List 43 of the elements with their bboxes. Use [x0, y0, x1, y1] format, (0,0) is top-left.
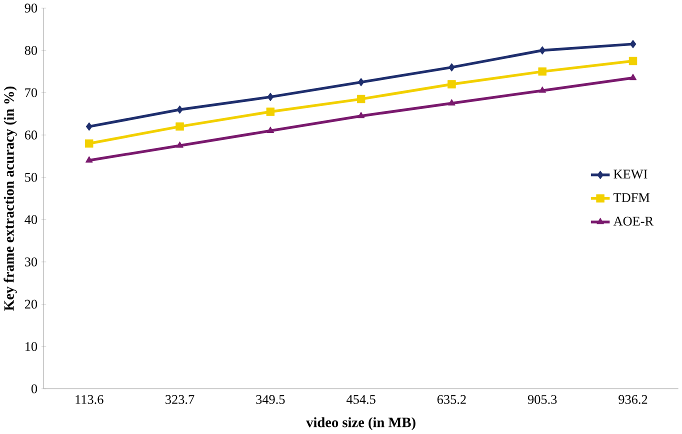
point	[357, 112, 365, 118]
point	[176, 142, 184, 148]
point	[628, 56, 638, 66]
legend-label: AOE-R	[613, 216, 654, 226]
y-axis-title: Key frame extraction acuracy (in %)	[4, 86, 17, 311]
y-tick-label: 0	[31, 384, 38, 394]
point	[86, 122, 92, 131]
point	[356, 95, 366, 104]
point	[86, 156, 93, 163]
y-tick-label: 90	[24, 4, 38, 13]
x-tick-label: 349.5	[256, 395, 285, 404]
point	[448, 63, 455, 72]
x-axis-title: video size (in MB)	[306, 417, 416, 430]
x-tick-label: 113.6	[76, 395, 104, 404]
point	[538, 86, 546, 93]
point	[266, 108, 275, 116]
point	[176, 122, 184, 131]
y-tick-label: 50	[25, 172, 38, 182]
point	[630, 40, 636, 48]
point	[358, 78, 364, 86]
point	[267, 92, 274, 102]
y-tick-label: 80	[24, 46, 38, 55]
x-tick-label: 936.2	[618, 395, 648, 404]
point	[538, 68, 546, 76]
y-tick-label: 20	[24, 300, 38, 309]
point	[176, 106, 183, 114]
y-tick-label: 40	[24, 215, 38, 224]
x-tick-label: 635.2	[437, 395, 466, 404]
y-tick-label: 70	[25, 88, 38, 98]
y-tick-label: 30	[25, 258, 38, 266]
legend-label: KEWI	[614, 170, 648, 179]
point	[84, 139, 94, 148]
point	[539, 46, 546, 55]
y-tick-label: 60	[24, 130, 38, 140]
point	[448, 99, 456, 106]
legend-label: TDFM	[614, 193, 650, 202]
y-tick-label: 10	[26, 342, 38, 352]
x-tick-label: 905.3	[528, 395, 557, 404]
point	[266, 126, 274, 134]
x-tick-label: 323.7	[166, 395, 194, 404]
x-tick-label: 454.5	[346, 395, 376, 404]
point	[629, 74, 637, 80]
point	[448, 80, 456, 88]
